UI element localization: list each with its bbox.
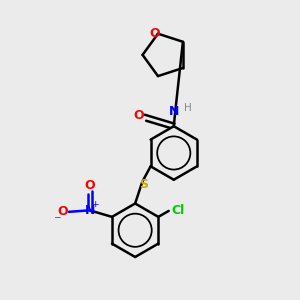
Text: +: +	[91, 200, 99, 209]
Text: O: O	[57, 205, 68, 218]
Text: O: O	[84, 179, 95, 192]
Text: O: O	[134, 109, 144, 122]
Text: −: −	[53, 212, 61, 221]
Text: S: S	[139, 178, 148, 191]
Text: N: N	[85, 204, 95, 217]
Text: Cl: Cl	[171, 204, 184, 218]
Text: H: H	[184, 103, 192, 113]
Text: O: O	[149, 27, 160, 40]
Text: N: N	[169, 105, 179, 118]
